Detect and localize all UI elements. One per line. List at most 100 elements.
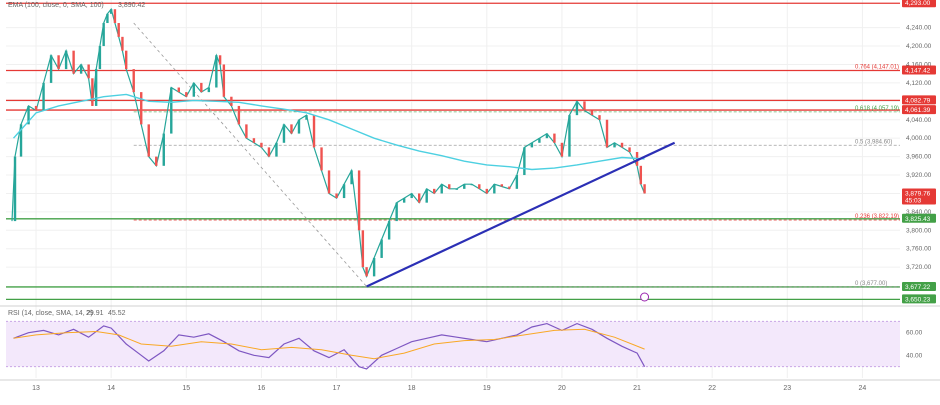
price-badge-7 [902, 294, 936, 304]
price-badge-label-3: 4,061.39 [905, 107, 931, 114]
candle-52 [350, 170, 353, 185]
candle-11 [87, 64, 90, 79]
candle-48 [320, 147, 323, 171]
candle-22 [132, 69, 135, 93]
price-badge-2 [902, 95, 936, 105]
candle-43 [282, 124, 286, 143]
candle-92 [639, 165, 643, 185]
candle-74 [508, 186, 511, 189]
candle-18 [113, 9, 117, 24]
x-tick-label-9: 22 [708, 385, 716, 392]
candle-57 [380, 239, 383, 258]
candle-49 [327, 170, 331, 194]
x-tick-label-2: 15 [182, 385, 190, 392]
fib-label-2: 0.5 (3,984.60) [855, 139, 892, 145]
price-tick-label-0: 4,240.00 [906, 25, 932, 32]
candle-56 [372, 257, 376, 277]
candle-85 [590, 110, 594, 116]
candle-35 [222, 64, 226, 97]
price-badge-label-6: 3,677.22 [905, 284, 931, 291]
price-badge-label-5: 3,825.43 [905, 216, 931, 223]
price-badge-sublabel-4: 45:03 [905, 197, 922, 204]
candle-42 [275, 142, 278, 157]
fib-label-1: 0.618 (4,057.19) [855, 106, 899, 112]
fib-label-3: 0.236 (3,822.19) [855, 214, 899, 220]
candle-5 [42, 82, 45, 111]
candle-75 [515, 175, 519, 189]
candle-78 [538, 138, 541, 143]
price-tick-label-8: 3,920.00 [906, 172, 932, 179]
candle-89 [620, 142, 624, 148]
candle-70 [478, 184, 481, 189]
candle-41 [267, 147, 271, 157]
candle-20 [121, 36, 124, 51]
candle-25 [155, 156, 158, 166]
rsi-legend-value: 29.91 [86, 310, 104, 317]
candle-60 [402, 198, 406, 203]
candle-15 [102, 23, 105, 47]
candle-26 [162, 133, 165, 166]
candle-88 [613, 142, 616, 148]
candle-24 [147, 124, 150, 157]
candle-17 [109, 9, 113, 14]
x-tick-label-7: 20 [558, 385, 566, 392]
candle-46 [305, 115, 308, 120]
x-tick-label-3: 16 [258, 385, 266, 392]
x-tick-label-4: 17 [333, 385, 341, 392]
candle-29 [185, 92, 188, 97]
price-tick-label-12: 3,760.00 [906, 246, 932, 253]
ema-legend-value: 3,890.42 [118, 2, 145, 9]
price-tick-label-1: 4,200.00 [906, 43, 932, 50]
rsi-tick-label-0: 60.00 [906, 330, 923, 337]
x-tick-label-8: 21 [633, 385, 641, 392]
rsi-band-fill [6, 321, 900, 367]
candle-67 [455, 188, 458, 190]
candle-7 [57, 55, 60, 70]
candle-63 [425, 188, 428, 203]
candle-71 [485, 188, 489, 194]
trend-line [366, 141, 676, 288]
candle-54 [361, 230, 365, 268]
price-badge-0 [902, 0, 936, 8]
marker-icon [640, 292, 650, 302]
candle-93 [643, 184, 646, 194]
candle-77 [530, 142, 534, 148]
candle-64 [433, 188, 436, 194]
candle-62 [417, 193, 421, 203]
candle-21 [125, 50, 128, 70]
x-tick-label-6: 19 [483, 385, 491, 392]
price-badge-4 [902, 188, 936, 205]
candle-13 [94, 69, 98, 106]
candle-69 [470, 184, 473, 186]
candle-23 [140, 92, 143, 125]
x-tick-label-1: 14 [107, 385, 115, 392]
ema-legend-label: EMA (100, close, 0, SMA, 100) [8, 2, 104, 9]
candle-32 [207, 87, 211, 93]
candle-44 [290, 124, 293, 134]
candle-4 [34, 105, 38, 111]
candle-8 [64, 50, 68, 70]
candle-47 [312, 115, 316, 148]
price-tick-label-2: 4,160.00 [906, 61, 932, 68]
candle-30 [192, 82, 196, 97]
candle-58 [387, 221, 391, 240]
candle-6 [49, 55, 53, 83]
candle-76 [523, 147, 526, 176]
candle-65 [440, 184, 443, 194]
x-tick-label-10: 23 [783, 385, 791, 392]
rsi-legend: RSI (14, close, SMA, 14, 2) 29.91 45.52 [8, 310, 126, 317]
candle-90 [628, 147, 631, 152]
candle-9 [72, 50, 75, 74]
candle-39 [252, 138, 256, 143]
rsi-sma-line [13, 328, 645, 360]
candle-28 [177, 87, 180, 93]
price-tick-label-11: 3,800.00 [906, 227, 932, 234]
price-badge-label-7: 3,650.23 [905, 296, 931, 303]
price-tick-label-3: 4,120.00 [906, 80, 932, 87]
candle-59 [395, 202, 398, 222]
price-legend: EMA (100, close, 0, SMA, 100) 3,890.42 [8, 2, 145, 9]
candle-82 [568, 115, 571, 157]
candle-81 [560, 142, 564, 157]
